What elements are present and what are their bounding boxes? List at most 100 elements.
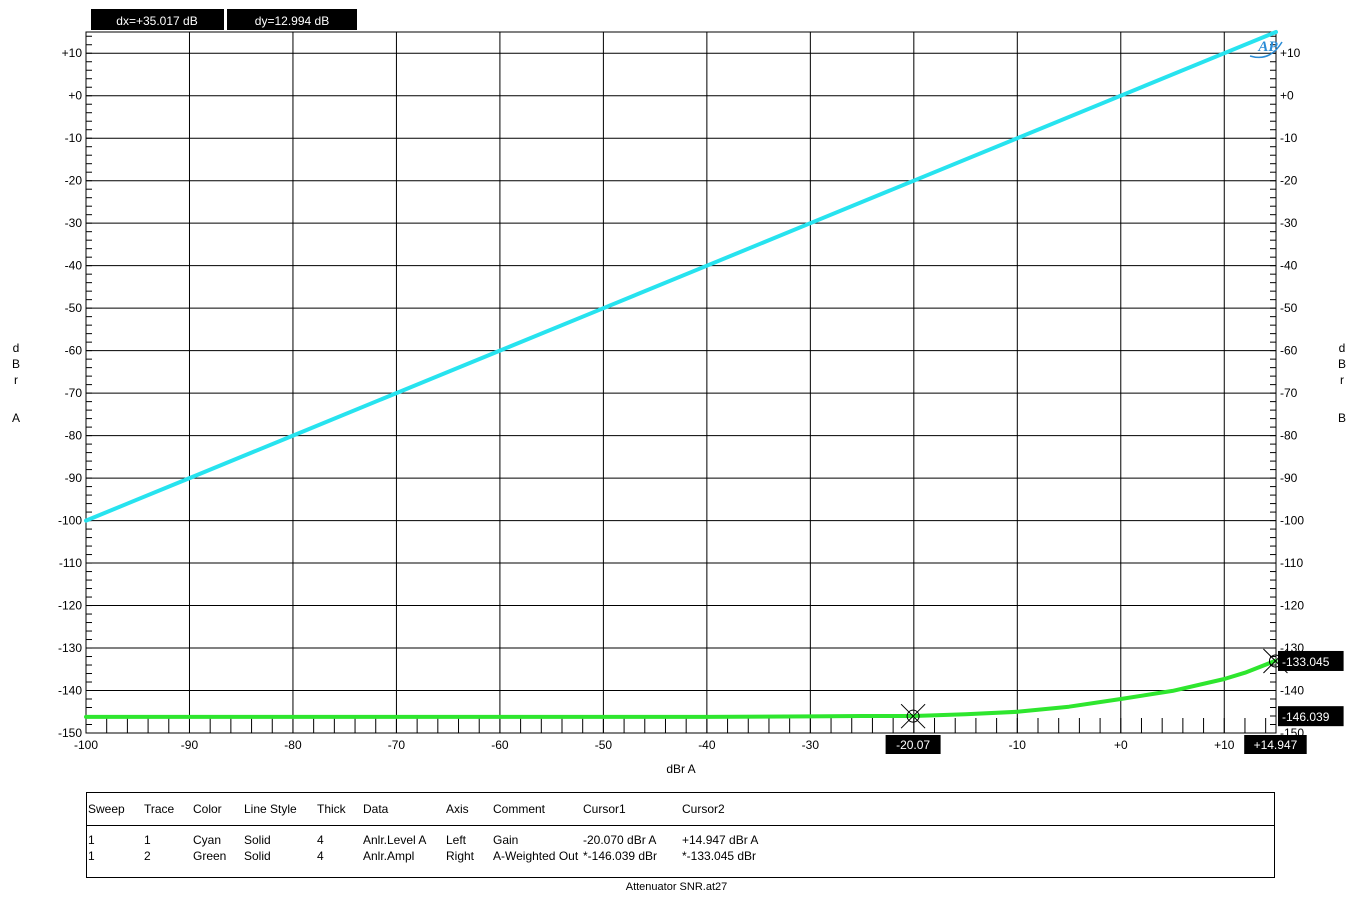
legend-header-row: Sweep Trace Color Line Style Thick Data … bbox=[87, 793, 1274, 826]
y-left-tick-label: -10 bbox=[65, 131, 83, 145]
legend-cell-data: Anlr.Level A bbox=[363, 833, 427, 847]
legend-cell-line-style: Solid bbox=[244, 849, 271, 863]
x-tick-label: -90 bbox=[181, 738, 199, 752]
y-right-tick-label: +10 bbox=[1280, 46, 1301, 60]
legend-header-cursor2: Cursor2 bbox=[682, 802, 725, 816]
y-left-label-char-4: A bbox=[12, 411, 20, 425]
y-right-tick-label: -80 bbox=[1280, 429, 1298, 443]
y-right-tick-label: -30 bbox=[1280, 216, 1298, 230]
cursor-y-readout: -146.039 bbox=[1282, 710, 1330, 724]
legend-cell-comment: Gain bbox=[493, 833, 519, 847]
y-right-label-char-1: d bbox=[1339, 341, 1346, 355]
cursors[interactable]: -20.07 -146.039 +14.947 -133.045 bbox=[885, 648, 1344, 754]
y-right-tick-label: -100 bbox=[1280, 514, 1304, 528]
y-left-tick-label: -40 bbox=[65, 259, 83, 273]
cursor-x-readout: -20.07 bbox=[896, 738, 930, 752]
y-left-label-char-1: d bbox=[13, 341, 20, 355]
cursor-marker-ring bbox=[906, 709, 920, 723]
series-group bbox=[84, 30, 1278, 719]
y-right-label-char-4: B bbox=[1338, 411, 1346, 425]
legend-cell-cursor1: -20.070 dBr A bbox=[583, 833, 657, 847]
y-left-label-char-3: r bbox=[14, 373, 18, 387]
y-right-tick-label: -60 bbox=[1280, 344, 1298, 358]
cursor-marker-diag-b bbox=[900, 703, 926, 729]
legend-cell-trace: 1 bbox=[144, 833, 151, 847]
x-tick-label: -10 bbox=[1009, 738, 1027, 752]
y-left-tick-label: -100 bbox=[58, 514, 82, 528]
legend-cell-line-style: Solid bbox=[244, 833, 271, 847]
y-right-tick-label: -110 bbox=[1280, 556, 1303, 570]
cursor-x-readout-box bbox=[1244, 735, 1307, 754]
y-right-tick-label: -140 bbox=[1280, 684, 1304, 698]
y-left-tick-label: -150 bbox=[58, 726, 82, 740]
y-right-tick-label: -90 bbox=[1280, 471, 1298, 485]
legend-cell-axis: Right bbox=[446, 849, 475, 863]
y-right-label-char-2: B bbox=[1338, 357, 1346, 371]
y-right-tick-label: +0 bbox=[1280, 89, 1294, 103]
y-left-tick-label: -140 bbox=[58, 684, 82, 698]
legend-header-data: Data bbox=[363, 802, 389, 816]
legend-header-color: Color bbox=[193, 802, 222, 816]
legend-row-trace-2: 1 2 Green Solid 4 Anlr.Ampl Right A-Weig… bbox=[87, 849, 1274, 865]
x-tick-label: -60 bbox=[491, 738, 509, 752]
y-left-tick-label: -20 bbox=[65, 174, 83, 188]
legend-cell-comment: A-Weighted Out bbox=[493, 849, 579, 863]
cursor-2[interactable]: +14.947 -133.045 bbox=[1244, 648, 1344, 754]
x-tick-label: +10 bbox=[1214, 738, 1235, 752]
chart: dx=+35.017 dB dy=12.994 dB -100 -90 -80 -70… bbox=[12, 9, 1346, 776]
cursor-1[interactable]: -20.07 -146.039 bbox=[885, 703, 1344, 754]
y-right-tick-label: -50 bbox=[1280, 301, 1298, 315]
y-left-tick-label: -50 bbox=[65, 301, 83, 315]
tick-labels: -100 -90 -80 -70 -60 -50 -40 -30 -20 -10 +0 +10 +10 +… bbox=[58, 46, 1304, 752]
legend-header-line-style: Line Style bbox=[244, 802, 297, 816]
dx-readout-box bbox=[91, 9, 224, 30]
legend-cell-sweep: 1 bbox=[88, 833, 95, 847]
y-right-tick-label: -70 bbox=[1280, 386, 1298, 400]
x-tick-label: -70 bbox=[388, 738, 406, 752]
legend-header-comment: Comment bbox=[493, 802, 546, 816]
legend-header-axis: Axis bbox=[446, 802, 469, 816]
legend-cell-cursor1: *-146.039 dBr bbox=[583, 849, 658, 863]
y-left-label-char-2: B bbox=[12, 357, 20, 371]
y-right-label-char-3: r bbox=[1340, 373, 1344, 387]
y-left-tick-label: -130 bbox=[58, 641, 82, 655]
y-left-tick-label: -80 bbox=[65, 429, 83, 443]
cursor-y-readout: -133.045 bbox=[1282, 655, 1330, 669]
footer-caption: Attenuator SNR.at27 bbox=[625, 881, 728, 893]
y-left-tick-label: -60 bbox=[65, 344, 83, 358]
series-line-trace-1 bbox=[84, 30, 1278, 523]
legend-header-cursor1: Cursor1 bbox=[583, 802, 626, 816]
y-left-tick-label: -120 bbox=[58, 599, 82, 613]
legend-cell-data: Anlr.Ampl bbox=[363, 849, 415, 863]
legend-cell-color: Green bbox=[193, 849, 227, 863]
series-line-trace-2 bbox=[84, 658, 1278, 719]
ap-logo: AP bbox=[1257, 39, 1278, 55]
minor-ticks bbox=[85, 35, 1276, 734]
legend-header-thick: Thick bbox=[317, 802, 346, 816]
cursor-x-readout-box bbox=[885, 735, 941, 754]
legend-cell-cursor2: *-133.045 dBr bbox=[682, 849, 757, 863]
dy-readout: dy=12.994 dB bbox=[255, 14, 329, 28]
y-left-tick-label: -110 bbox=[59, 556, 82, 570]
dy-readout-box bbox=[227, 9, 357, 30]
x-tick-label: +0 bbox=[1114, 738, 1128, 752]
x-tick-label: -50 bbox=[595, 738, 613, 752]
legend-table: Sweep Trace Color Line Style Thick Data … bbox=[86, 792, 1275, 878]
y-right-tick-label: -20 bbox=[1280, 174, 1298, 188]
legend-cell-thick: 4 bbox=[317, 849, 324, 863]
x-tick-label: -40 bbox=[698, 738, 716, 752]
cursor-y-readout-box bbox=[1278, 650, 1344, 671]
legend-cell-thick: 4 bbox=[317, 833, 324, 847]
y-left-tick-label: +0 bbox=[68, 89, 82, 103]
legend-cell-color: Cyan bbox=[193, 833, 222, 847]
legend-cell-axis: Left bbox=[446, 833, 467, 847]
y-left-tick-label: -90 bbox=[65, 471, 83, 485]
cursor-y-readout-box bbox=[1278, 706, 1344, 727]
legend-header-trace: Trace bbox=[144, 802, 175, 816]
y-left-tick-label: +10 bbox=[62, 46, 83, 60]
plot-frame bbox=[85, 31, 1277, 734]
x-tick-label: -80 bbox=[284, 738, 302, 752]
legend-cell-trace: 2 bbox=[144, 849, 151, 863]
legend-cell-sweep: 1 bbox=[88, 849, 95, 863]
grid bbox=[85, 32, 1276, 734]
